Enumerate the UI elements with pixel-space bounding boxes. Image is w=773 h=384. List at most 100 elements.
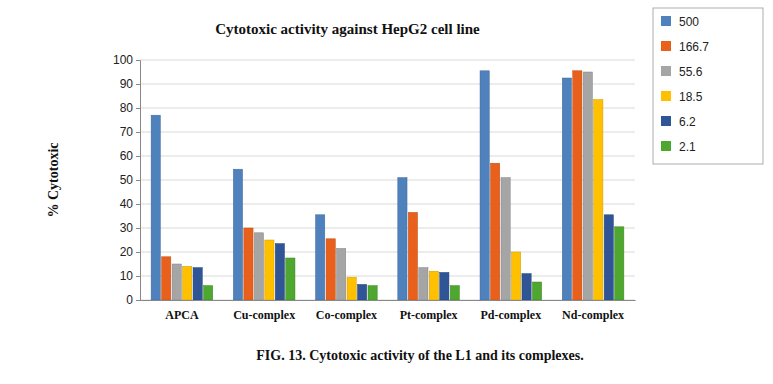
y-tick: 30 xyxy=(120,221,140,235)
bar xyxy=(615,227,624,300)
grid-line xyxy=(140,84,635,85)
bar xyxy=(162,257,171,300)
bar xyxy=(532,282,541,300)
bar xyxy=(440,272,449,300)
y-tick-label: 100 xyxy=(113,53,133,67)
title: Cytotoxic activity against HepG2 cell li… xyxy=(215,21,480,37)
grid-line xyxy=(140,204,635,205)
y-axis: 0 10 20 30 40 50 60 70 80 90 100 xyxy=(113,53,141,307)
y-axis-line xyxy=(136,61,141,301)
y-tick-label: 0 xyxy=(126,293,133,307)
y-tick: 10 xyxy=(120,269,140,283)
grid-line xyxy=(140,156,635,157)
bar xyxy=(183,266,192,300)
y-tick-label: 30 xyxy=(120,221,134,235)
x-tick: APCA xyxy=(165,300,199,322)
bar xyxy=(151,115,160,300)
y-tick-mark xyxy=(136,156,140,157)
legend-label: 6.2 xyxy=(679,115,696,129)
x-tick: Cu-complex xyxy=(233,300,295,322)
legend-swatch xyxy=(661,66,671,76)
grid-line xyxy=(140,252,635,253)
grid-line xyxy=(140,300,635,301)
x-tick: Pt-complex xyxy=(400,300,458,322)
bar xyxy=(357,284,366,300)
bar xyxy=(408,212,417,300)
y-tick-mark xyxy=(136,228,140,229)
bar-series xyxy=(151,71,571,300)
bar xyxy=(594,100,603,300)
grid-line xyxy=(140,276,635,277)
bar xyxy=(254,233,263,300)
x-tick-label: APCA xyxy=(165,308,199,322)
y-tick: 50 xyxy=(120,173,140,187)
y-tick-label: 60 xyxy=(120,149,134,163)
x-tick-label: Pt-complex xyxy=(400,308,458,322)
bar-series xyxy=(204,227,624,300)
bar xyxy=(511,252,520,300)
bar xyxy=(193,268,202,300)
bar xyxy=(573,71,582,300)
grid-line xyxy=(140,108,635,109)
y-tick-label: 70 xyxy=(120,125,134,139)
caption: FIG. 13. Cytotoxic activity of the L1 an… xyxy=(256,348,583,363)
bar xyxy=(275,244,284,300)
legend-item: 2.1 xyxy=(661,140,696,154)
y-tick: 90 xyxy=(120,77,140,91)
y-tick: 60 xyxy=(120,149,140,163)
bar xyxy=(522,274,531,300)
x-axis: APCA Cu-complex Co-complex Pt-complex Pd-com… xyxy=(141,300,636,322)
bar xyxy=(368,286,377,300)
bar xyxy=(244,228,253,300)
x-tick: Co-complex xyxy=(316,300,377,322)
bar xyxy=(204,286,213,300)
bar xyxy=(286,258,295,300)
y-tick-label: 20 xyxy=(120,245,134,259)
bar-series xyxy=(172,72,592,300)
legend-swatch xyxy=(661,141,671,151)
bar xyxy=(326,239,335,300)
chart: 0 10 20 30 40 50 60 70 80 90 100 APCA Cu-complex Co-c… xyxy=(0,0,773,384)
legend-frame xyxy=(653,8,763,164)
grid-line xyxy=(140,60,635,61)
y-tick: 0 xyxy=(126,293,140,307)
bar xyxy=(316,215,325,300)
legend-swatch xyxy=(661,16,671,26)
legend-swatch xyxy=(661,41,671,51)
x-tick: Pd-complex xyxy=(481,300,542,322)
grid-line xyxy=(140,132,635,133)
bars xyxy=(151,71,624,300)
bar xyxy=(347,277,356,300)
bar xyxy=(583,72,592,300)
x-tick-label: Nd-complex xyxy=(562,308,624,322)
legend-label: 2.1 xyxy=(679,140,696,154)
legend: 500 166.7 55.6 18.5 6.2 2.1 xyxy=(653,8,763,164)
legend-label: 18.5 xyxy=(679,90,703,104)
legend-label: 55.6 xyxy=(679,65,703,79)
bar xyxy=(480,71,489,300)
legend-swatch xyxy=(661,116,671,126)
legend-label: 500 xyxy=(679,15,699,29)
x-axis-line xyxy=(141,300,636,301)
legend-item: 55.6 xyxy=(661,65,703,79)
y-tick: 70 xyxy=(120,125,140,139)
y-tick: 80 xyxy=(120,101,140,115)
y-tick-mark xyxy=(136,108,140,109)
plot-area: 0 10 20 30 40 50 60 70 80 90 100 APCA Cu-complex Co-c… xyxy=(113,53,636,321)
bar xyxy=(172,264,181,300)
x-tick-label: Co-complex xyxy=(316,308,377,322)
bar xyxy=(233,169,242,300)
bar xyxy=(419,268,428,300)
x-tick: Nd-complex xyxy=(562,300,624,322)
bar xyxy=(265,240,274,300)
bar xyxy=(450,286,459,300)
y-tick-label: 90 xyxy=(120,77,134,91)
legend-label: 166.7 xyxy=(679,40,709,54)
y-tick-mark xyxy=(136,204,140,205)
legend-item: 6.2 xyxy=(661,115,696,129)
bar xyxy=(337,248,346,300)
y-tick-mark xyxy=(136,252,140,253)
legend-swatch xyxy=(661,91,671,101)
y-tick-label: 40 xyxy=(120,197,134,211)
y-tick-label: 10 xyxy=(120,269,134,283)
